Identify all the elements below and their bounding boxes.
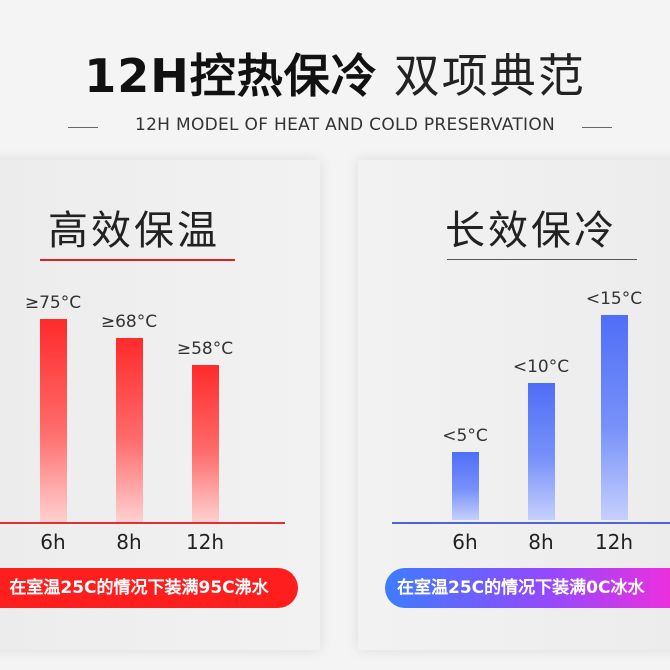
cold-label-12h: <15°C	[585, 288, 643, 309]
hot-label-8h: ≥68°C	[100, 311, 158, 332]
cold-bar-8h	[527, 383, 555, 520]
hot-label-6h: ≥75°C	[24, 292, 82, 313]
title-light-text: 双项典范	[393, 49, 586, 103]
title-bold-text: 12H控热保冷	[84, 49, 378, 103]
cold-label-8h: <10°C	[512, 357, 570, 377]
cold-title-underline	[447, 259, 637, 260]
subtitle-text: 12H MODEL OF HEAT AND COLD PRESERVATION	[134, 115, 556, 135]
cold-tick-12h: 12h	[594, 530, 634, 554]
hot-bar-6h	[39, 318, 67, 522]
hot-bar-8h	[115, 337, 143, 522]
hot-title-underline	[40, 259, 235, 261]
subtitle-left-line	[68, 127, 98, 128]
cold-axis	[392, 522, 670, 524]
cold-bar-6h	[451, 451, 479, 520]
hot-tick-6h: 6h	[40, 530, 66, 554]
page-title: 12H控热保冷 双项典范	[0, 40, 670, 106]
hot-tick-8h: 8h	[116, 530, 142, 554]
hot-bar-12h	[191, 364, 219, 522]
cold-panel-title: 长效保冷	[445, 208, 617, 254]
cold-tick-6h: 6h	[452, 530, 478, 554]
hot-tick-12h: 12h	[185, 530, 225, 554]
cold-bar-12h	[600, 314, 628, 520]
hot-label-12h: ≥58°C	[176, 338, 234, 359]
subtitle-right-line	[582, 127, 612, 128]
hot-condition-banner: 在室温25C的情况下装满95C沸水	[0, 568, 298, 608]
cold-tick-8h: 8h	[528, 530, 554, 554]
subtitle-row: 12H MODEL OF HEAT AND COLD PRESERVATION	[0, 115, 670, 139]
hot-panel-title: 高效保温	[48, 208, 220, 254]
cold-label-6h: <5°C	[442, 425, 488, 446]
cold-condition-banner: 在室温25C的情况下装满0C冰水	[385, 568, 670, 608]
hot-axis	[0, 522, 285, 524]
